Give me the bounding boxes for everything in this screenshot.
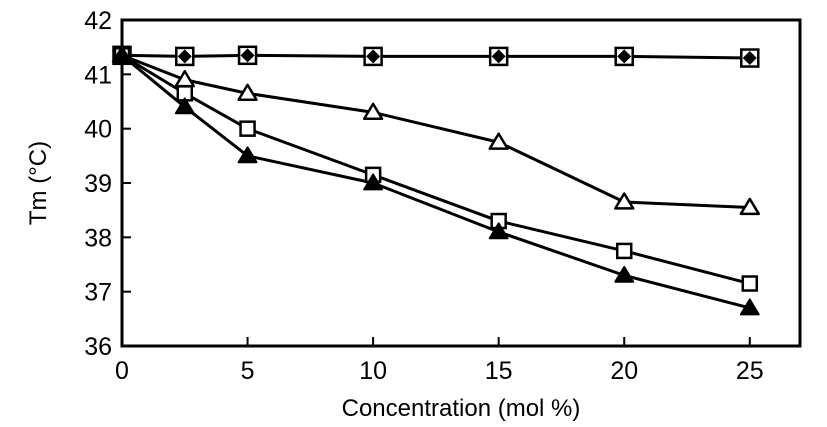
data-point-filled-triangle — [363, 173, 384, 191]
series-lines — [121, 53, 751, 310]
data-point-open-triangle — [237, 83, 258, 101]
y-axis-title: Tm (°C) — [25, 141, 52, 225]
y-tick-label: 36 — [84, 333, 112, 361]
data-point-diamond-in-square — [237, 45, 258, 66]
y-tick-label: 38 — [84, 224, 112, 252]
data-point-filled-triangle — [739, 298, 760, 316]
data-point-open-triangle — [362, 102, 384, 120]
x-tick-label: 0 — [115, 357, 129, 385]
data-point-diamond-in-square — [175, 46, 195, 67]
data-point-open-square — [239, 120, 256, 137]
data-point-diamond-in-square — [740, 48, 760, 68]
data-point-open-square — [741, 275, 759, 292]
y-tick-label: 40 — [84, 116, 112, 144]
y-tick-label: 37 — [84, 279, 112, 307]
ticks — [121, 19, 751, 347]
series-line-open-square — [121, 54, 751, 285]
plot-frame — [120, 18, 802, 348]
data-point-filled-triangle — [112, 45, 132, 63]
y-tick-label: 39 — [84, 170, 112, 198]
data-point-open-triangle — [614, 192, 635, 210]
y-tick-label: 42 — [84, 7, 112, 35]
data-point-filled-triangle — [614, 265, 635, 283]
data-point-filled-triangle — [174, 97, 195, 115]
x-tick-label: 15 — [485, 357, 513, 385]
data-point-open-triangle — [488, 132, 509, 150]
data-point-filled-triangle — [237, 146, 258, 164]
data-point-diamond-in-square — [363, 46, 383, 67]
x-tick-label: 10 — [359, 357, 387, 385]
tick-labels: 0 5 10 15 20 25 36 37 38 39 40 41 42 — [84, 7, 763, 385]
data-point-open-triangle — [739, 197, 760, 216]
x-tick-label: 5 — [241, 357, 255, 385]
series-line-filled-triangle — [121, 54, 751, 310]
data-point-diamond-in-square — [614, 46, 634, 67]
data-point-diamond-in-square — [488, 46, 509, 67]
series-line-diamond-in-square — [121, 53, 750, 60]
x-tick-label: 20 — [610, 357, 638, 385]
x-tick-label: 25 — [736, 357, 764, 385]
series-markers — [111, 45, 760, 316]
data-point-open-square — [615, 242, 633, 260]
y-tick-label: 41 — [84, 61, 112, 89]
data-point-filled-triangle — [488, 222, 509, 240]
x-axis-title: Concentration (mol %) — [342, 395, 581, 422]
